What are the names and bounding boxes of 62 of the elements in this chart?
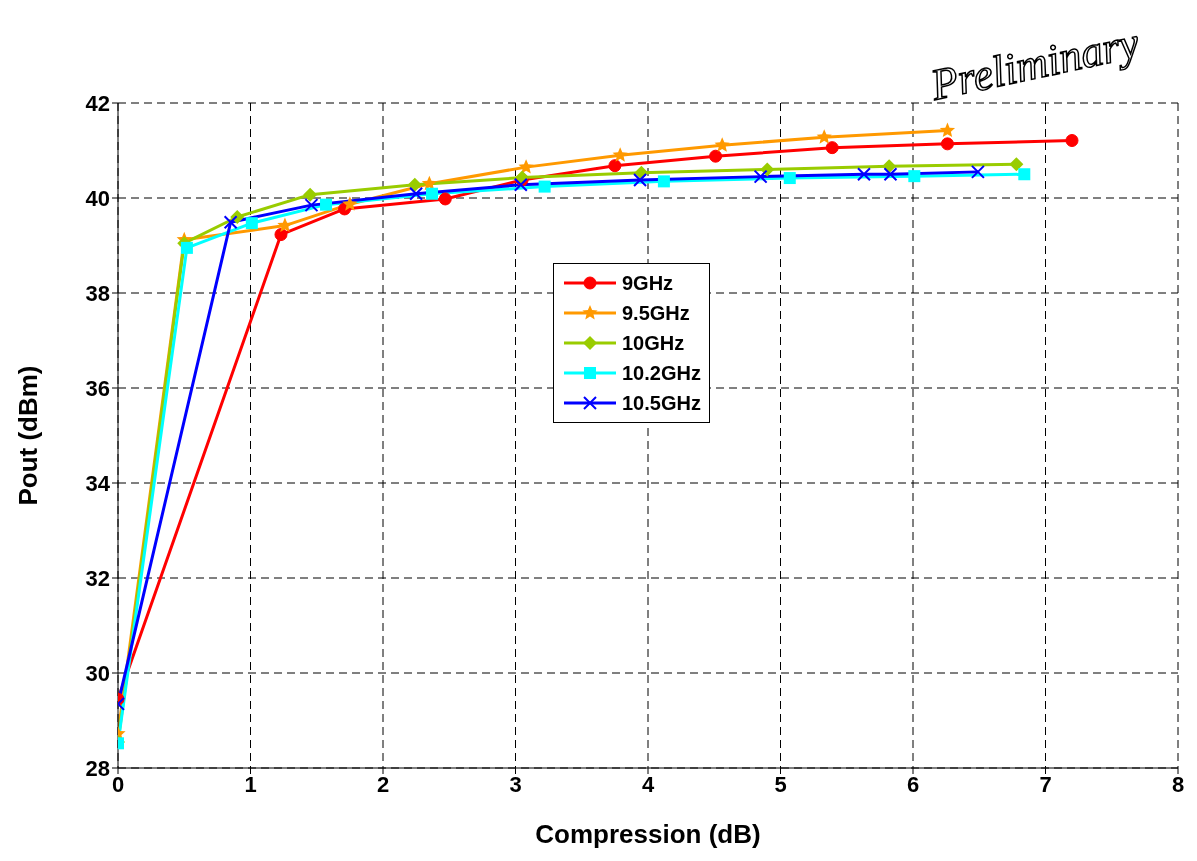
y-tick-label: 36: [85, 375, 110, 401]
x-tick-label: 3: [509, 771, 522, 797]
legend-label: 10.2GHz: [622, 361, 701, 385]
point: [513, 177, 528, 192]
y-axis-title: Pout (dBm): [13, 365, 44, 506]
point: [612, 147, 628, 162]
point: [816, 129, 832, 144]
point: [657, 175, 670, 188]
y-tick-label: 40: [85, 185, 110, 211]
legend-label: 9GHz: [622, 271, 674, 295]
point: [970, 164, 985, 179]
point: [608, 159, 622, 173]
x-tick-label: 6: [906, 771, 920, 797]
point: [407, 177, 422, 192]
point: [939, 122, 956, 138]
x-tick-label: 0: [111, 771, 125, 797]
point: [883, 167, 898, 182]
point: [223, 215, 238, 230]
point: [180, 241, 193, 254]
point: [304, 198, 319, 213]
point: [438, 192, 452, 206]
point: [277, 217, 293, 233]
point: [825, 141, 839, 155]
point: [714, 137, 730, 152]
point: [518, 159, 534, 174]
x-tick-label: 1: [244, 771, 257, 797]
point: [274, 228, 288, 242]
point: [753, 169, 768, 184]
y-tick-label: 28: [85, 755, 110, 781]
point: [342, 196, 358, 211]
y-tick-label: 42: [85, 90, 110, 116]
legend-label: 10GHz: [622, 331, 685, 355]
point: [908, 170, 921, 183]
legend-label: 10.5GHz: [622, 391, 701, 415]
y-tick-label: 30: [85, 660, 110, 686]
point: [856, 167, 871, 182]
point: [409, 186, 424, 201]
point: [426, 187, 439, 200]
point: [783, 172, 796, 185]
y-tick-label: 32: [85, 565, 110, 591]
x-axis-title: Compression (dB): [535, 819, 761, 849]
x-tick-label: 5: [774, 771, 787, 797]
point: [538, 180, 551, 193]
y-tick-label: 38: [85, 280, 110, 306]
point: [1018, 168, 1031, 181]
y-tick-label: 34: [85, 470, 111, 496]
point: [303, 187, 318, 202]
point: [1009, 157, 1024, 172]
point: [882, 159, 897, 174]
x-tick-label: 4: [641, 771, 655, 797]
point: [709, 149, 723, 163]
annotation: Preliminary: [925, 17, 1144, 110]
point: [1065, 134, 1079, 148]
x-tick-label: 7: [1039, 771, 1052, 797]
legend-label: 9.5GHz: [622, 301, 690, 325]
point: [940, 137, 954, 151]
x-tick-label: 8: [1171, 771, 1185, 797]
x-tick-label: 2: [376, 771, 390, 797]
point: [245, 217, 258, 230]
point: [633, 172, 648, 187]
point: [421, 175, 437, 191]
point: [320, 198, 333, 211]
